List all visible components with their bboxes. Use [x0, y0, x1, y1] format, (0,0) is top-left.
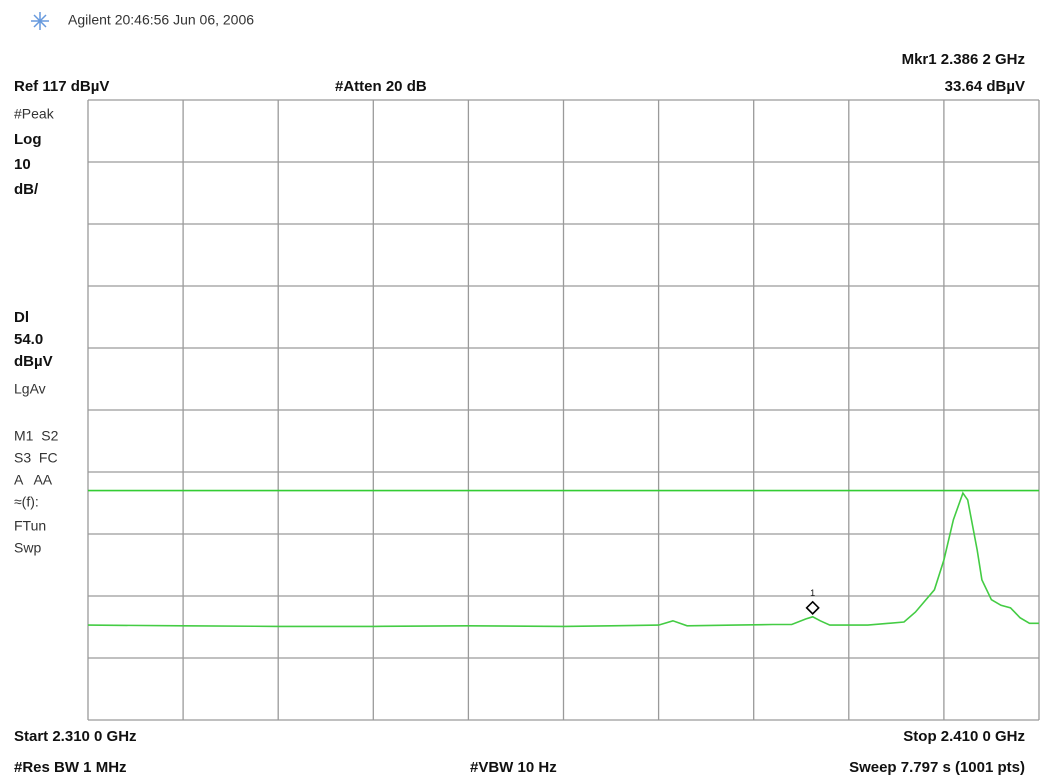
sweep-label: Sweep 7.797 s (1001 pts) — [849, 759, 1025, 776]
side-label: dB/ — [14, 181, 39, 198]
header: Agilent 20:46:56 Jun 06, 2006 — [68, 12, 254, 28]
side-label: A AA — [14, 472, 53, 488]
side-label: 10 — [14, 156, 31, 173]
side-label: M1 S2 — [14, 428, 59, 444]
side-label: S3 FC — [14, 450, 58, 466]
side-label: Swp — [14, 540, 41, 556]
rbw-label: #Res BW 1 MHz — [14, 759, 127, 776]
stop-label: Stop 2.410 0 GHz — [903, 728, 1025, 745]
trace — [87, 491, 1039, 628]
logo — [31, 12, 49, 30]
atten-label: #Atten 20 dB — [335, 78, 427, 95]
side-label: ≈(f): — [14, 494, 39, 510]
marker — [805, 600, 820, 615]
side-label: dBµV — [14, 353, 53, 370]
side-label: LgAv — [14, 381, 46, 397]
marker-label: 1 — [810, 588, 815, 598]
marker-readout: Mkr1 2.386 2 GHz — [902, 51, 1025, 68]
side-label: FTun — [14, 518, 46, 534]
ref-label: Ref 117 dBµV — [14, 78, 109, 95]
side-label: Log — [14, 131, 42, 148]
side-label: #Peak — [14, 106, 55, 122]
side-label: 54.0 — [14, 331, 43, 348]
start-label: Start 2.310 0 GHz — [14, 728, 137, 745]
side-label: Dl — [14, 309, 29, 326]
vbw-label: #VBW 10 Hz — [470, 759, 557, 776]
marker-level: 33.64 dBµV — [945, 78, 1025, 95]
